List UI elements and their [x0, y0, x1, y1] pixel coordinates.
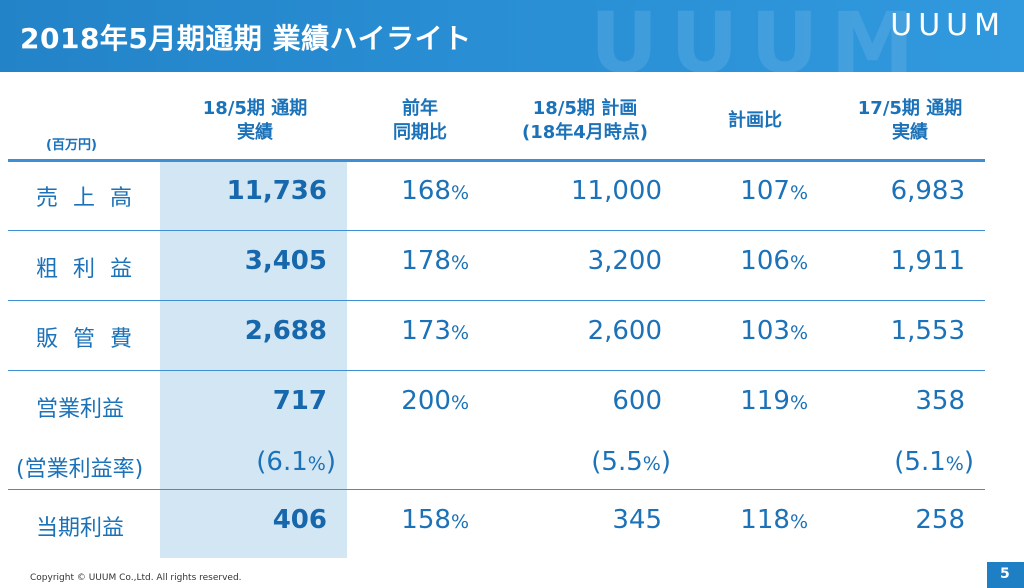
column-header-yoy-line1: 前年	[402, 98, 438, 119]
gross-profit-yoy: 178%	[401, 246, 469, 276]
sales-actual: 11,736	[226, 176, 327, 206]
sga-vs-plan-value: 103	[740, 316, 790, 346]
net-profit-prev: 258	[915, 505, 965, 535]
operating-margin-prev: (5.1%)	[894, 447, 974, 477]
row-label-net-profit: 当期利益	[36, 516, 125, 541]
percent-sign: %	[450, 182, 469, 204]
operating-margin-actual: (6.1%)	[256, 447, 336, 477]
net-profit-yoy-value: 158	[401, 505, 451, 535]
column-header-actual-line2: 実績	[237, 122, 273, 143]
operating-margin-plan-value: 5.5	[601, 447, 643, 477]
net-profit-vs-plan-value: 118	[740, 505, 790, 535]
gross-profit-yoy-value: 178	[401, 246, 451, 276]
percent-sign: %	[945, 453, 964, 475]
percent-sign: %	[789, 511, 808, 533]
percent-sign: %	[450, 322, 469, 344]
sga-actual: 2,688	[244, 316, 327, 346]
sales-vs-plan: 107%	[740, 176, 808, 206]
gross-profit-prev: 1,911	[890, 246, 965, 276]
sales-vs-plan-value: 107	[740, 176, 790, 206]
net-profit-vs-plan: 118%	[740, 505, 808, 535]
operating-profit-yoy-value: 200	[401, 386, 451, 416]
page-title: 2018年5月期通期 業績ハイライト	[20, 22, 472, 55]
row-label-sga: 販管費	[36, 327, 148, 352]
watermark-logo: UUUM	[590, 0, 927, 92]
sales-yoy: 168%	[401, 176, 469, 206]
sga-vs-plan: 103%	[740, 316, 808, 346]
row-divider	[8, 230, 985, 231]
column-header-plan-line2: (18年4月時点)	[521, 122, 649, 143]
operating-margin-prev-value: 5.1	[904, 447, 946, 477]
paren-close: )	[963, 447, 974, 477]
column-header-prev-line1: 17/5期 通期	[857, 98, 963, 119]
sga-yoy: 173%	[401, 316, 469, 346]
percent-sign: %	[450, 252, 469, 274]
percent-sign: %	[307, 453, 326, 475]
unit-label: (百万円)	[46, 138, 97, 153]
column-header-yoy-line2: 同期比	[393, 122, 447, 143]
gross-profit-vs-plan-value: 106	[740, 246, 790, 276]
gross-profit-vs-plan: 106%	[740, 246, 808, 276]
percent-sign: %	[789, 252, 808, 274]
copyright-notice: Copyright © UUUM Co.,Ltd. All rights res…	[30, 573, 242, 583]
operating-profit-actual: 717	[272, 386, 327, 416]
column-header-vs-plan: 計画比	[710, 109, 800, 133]
paren-open: (	[894, 447, 905, 477]
sga-yoy-value: 173	[401, 316, 451, 346]
row-label-gross-profit: 粗利益	[36, 257, 148, 282]
page-number: 5	[1000, 566, 1010, 582]
actuals-column-highlight	[160, 162, 347, 558]
operating-profit-plan: 600	[612, 386, 662, 416]
row-divider	[8, 489, 985, 490]
net-profit-plan: 345	[612, 505, 662, 535]
column-header-actual-line1: 18/5期 通期	[202, 98, 308, 119]
sales-yoy-value: 168	[401, 176, 451, 206]
percent-sign: %	[789, 182, 808, 204]
percent-sign: %	[789, 392, 808, 414]
operating-profit-vs-plan: 119%	[740, 386, 808, 416]
company-logo: UUUM	[890, 8, 1006, 43]
gross-profit-plan: 3,200	[587, 246, 662, 276]
paren-close: )	[325, 447, 336, 477]
row-divider	[8, 300, 985, 301]
percent-sign: %	[789, 322, 808, 344]
percent-sign: %	[450, 392, 469, 414]
paren-open: (	[591, 447, 602, 477]
gross-profit-actual: 3,405	[244, 246, 327, 276]
sales-plan: 11,000	[571, 176, 662, 206]
column-header-prev: 17/5期 通期 実績	[830, 97, 990, 145]
row-divider	[8, 370, 985, 371]
paren-close: )	[660, 447, 671, 477]
column-header-actual: 18/5期 通期 実績	[180, 97, 330, 145]
row-label-sales: 売上高	[36, 186, 148, 211]
row-label-operating-profit: 営業利益	[36, 397, 125, 422]
column-header-plan: 18/5期 計画 (18年4月時点)	[500, 97, 670, 145]
title-bar: UUUM 2018年5月期通期 業績ハイライト UUUM	[0, 0, 1024, 92]
percent-sign: %	[642, 453, 661, 475]
percent-sign: %	[450, 511, 469, 533]
net-profit-yoy: 158%	[401, 505, 469, 535]
page-number-box	[987, 562, 1024, 588]
sales-prev: 6,983	[890, 176, 965, 206]
row-label-operating-margin: (営業利益率)	[16, 457, 144, 482]
header-rule	[8, 159, 985, 162]
operating-margin-plan: (5.5%)	[591, 447, 671, 477]
column-header-plan-line1: 18/5期 計画	[532, 98, 638, 119]
column-header-prev-line2: 実績	[892, 122, 928, 143]
column-header-yoy: 前年 同期比	[370, 97, 470, 145]
operating-margin-actual-value: 6.1	[266, 447, 308, 477]
sga-prev: 1,553	[890, 316, 965, 346]
operating-profit-prev: 358	[915, 386, 965, 416]
operating-profit-vs-plan-value: 119	[740, 386, 790, 416]
net-profit-actual: 406	[272, 505, 327, 535]
column-header-vs-plan-line1: 計画比	[728, 110, 782, 131]
sga-plan: 2,600	[587, 316, 662, 346]
operating-profit-yoy: 200%	[401, 386, 469, 416]
paren-open: (	[256, 447, 267, 477]
